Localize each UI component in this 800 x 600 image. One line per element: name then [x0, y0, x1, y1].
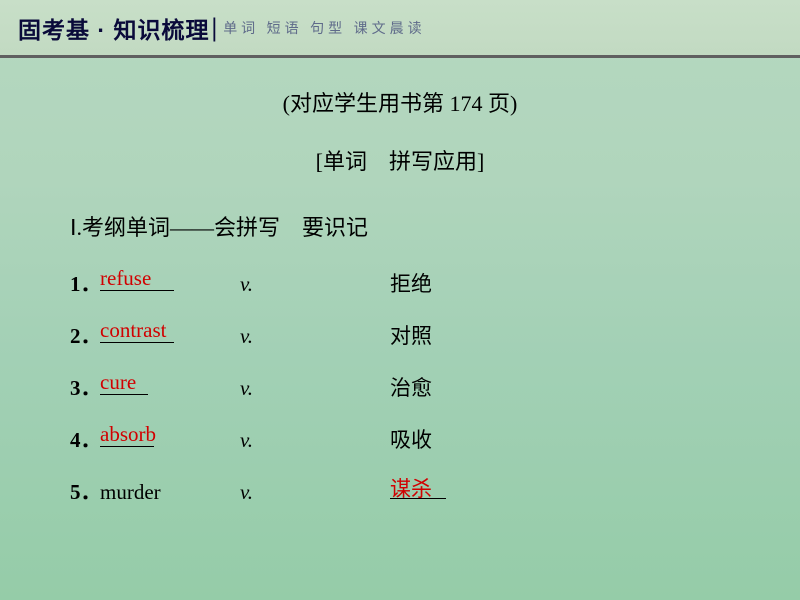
chinese-column: 治愈 [390, 372, 432, 402]
word-list: 1．refusev.拒绝2．contrastv.对照3．curev.治愈4．ab… [70, 268, 730, 506]
header-subtitle: 单词 短语 句型 课文晨读 [223, 18, 426, 38]
chinese-column: 吸收 [390, 424, 432, 454]
bracket-left: [ [316, 149, 323, 174]
word-row: 5．murder v.谋杀 [70, 476, 730, 506]
english-column: murder [100, 480, 240, 505]
english-answer: absorb [100, 422, 156, 447]
bracket-right: ] [477, 149, 484, 174]
row-number: 3． [70, 372, 100, 402]
english-answer: contrast [100, 318, 166, 343]
content-area: (对应学生用书第 174 页) [单词 拼写应用] Ⅰ.考纲单词——会拼写 要识… [0, 58, 800, 506]
row-number: 1． [70, 268, 100, 298]
header-bar: 固考基 · 知识梳理 | 单词 短语 句型 课文晨读 [0, 0, 800, 58]
section-title-text: 单词 拼写应用 [323, 149, 477, 174]
english-column: absorb [100, 424, 240, 453]
english-word: murder [100, 480, 161, 504]
chinese-column: 拒绝 [390, 268, 432, 298]
page-reference: (对应学生用书第 174 页) [70, 86, 730, 118]
header-divider: | [211, 13, 217, 43]
english-answer: cure [100, 370, 136, 395]
part-of-speech: v. [240, 376, 390, 401]
part-of-speech: v. [240, 428, 390, 453]
part-of-speech: v. [240, 272, 390, 297]
word-row: 2．contrast v.对照 [70, 320, 730, 350]
part-of-speech: v. [240, 480, 390, 505]
chinese-column: 对照 [390, 320, 432, 350]
chinese-column: 谋杀 [390, 476, 450, 505]
header-title: 固考基 · 知识梳理 [18, 11, 209, 45]
row-number: 5． [70, 476, 100, 506]
word-row: 1．refuse v.拒绝 [70, 268, 730, 298]
english-column: refuse [100, 268, 240, 297]
english-column: cure [100, 372, 240, 401]
chinese-answer: 谋杀 [390, 473, 432, 503]
word-row: 4．absorb v.吸收 [70, 424, 730, 454]
part-of-speech: v. [240, 324, 390, 349]
row-number: 2． [70, 320, 100, 350]
row-number: 4． [70, 424, 100, 454]
chinese-blank-wrap: 谋杀 [390, 476, 450, 505]
english-answer: refuse [100, 266, 151, 291]
section-title: [单词 拼写应用] [70, 144, 730, 176]
sub-heading: Ⅰ.考纲单词——会拼写 要识记 [70, 210, 730, 242]
word-row: 3．cure v.治愈 [70, 372, 730, 402]
english-column: contrast [100, 320, 240, 349]
